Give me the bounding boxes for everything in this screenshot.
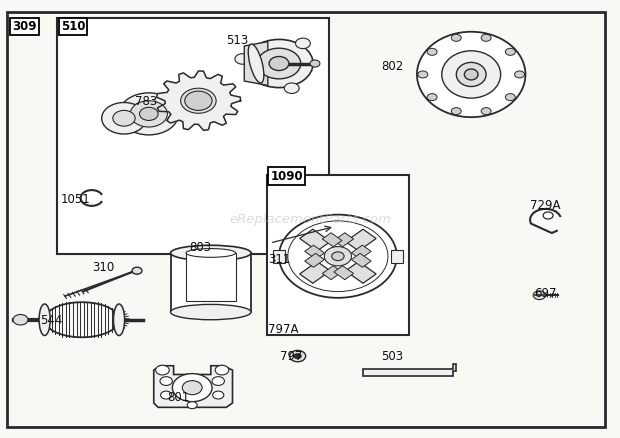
- Ellipse shape: [170, 245, 251, 261]
- Text: 797A: 797A: [268, 323, 298, 336]
- Polygon shape: [345, 229, 376, 251]
- Circle shape: [172, 374, 212, 402]
- Polygon shape: [391, 250, 403, 263]
- Text: 510: 510: [61, 20, 86, 33]
- Bar: [170, 253, 251, 312]
- Polygon shape: [322, 266, 342, 280]
- Circle shape: [213, 391, 224, 399]
- Text: 801: 801: [167, 391, 190, 404]
- Circle shape: [187, 402, 197, 409]
- Circle shape: [290, 350, 306, 362]
- Text: eReplacementParts.com: eReplacementParts.com: [229, 212, 391, 226]
- Circle shape: [113, 110, 135, 126]
- Polygon shape: [154, 366, 232, 407]
- Ellipse shape: [464, 69, 478, 80]
- Circle shape: [180, 88, 216, 113]
- Ellipse shape: [39, 304, 50, 336]
- Circle shape: [279, 215, 397, 298]
- Ellipse shape: [248, 44, 264, 83]
- Circle shape: [451, 108, 461, 115]
- Ellipse shape: [417, 32, 526, 117]
- Text: 729A: 729A: [530, 199, 560, 212]
- Polygon shape: [345, 261, 376, 283]
- Circle shape: [451, 34, 461, 41]
- Circle shape: [185, 91, 212, 110]
- Circle shape: [427, 94, 437, 101]
- Text: 310: 310: [92, 261, 114, 274]
- Circle shape: [132, 267, 142, 274]
- Text: 1051: 1051: [61, 193, 91, 206]
- Circle shape: [160, 377, 172, 385]
- Ellipse shape: [186, 249, 236, 258]
- Circle shape: [533, 291, 546, 300]
- Ellipse shape: [441, 51, 501, 98]
- Circle shape: [140, 107, 158, 120]
- Polygon shape: [363, 364, 456, 376]
- Circle shape: [130, 101, 167, 127]
- Ellipse shape: [170, 304, 251, 320]
- Polygon shape: [273, 250, 285, 263]
- Circle shape: [332, 252, 344, 261]
- Circle shape: [543, 212, 553, 219]
- Text: 1090: 1090: [270, 170, 303, 183]
- Polygon shape: [299, 261, 330, 283]
- Circle shape: [182, 381, 202, 395]
- Polygon shape: [352, 245, 371, 259]
- Circle shape: [102, 102, 146, 134]
- Circle shape: [296, 38, 311, 49]
- Polygon shape: [304, 245, 324, 259]
- Circle shape: [269, 57, 289, 71]
- Bar: [267, 175, 409, 335]
- Text: 311: 311: [268, 253, 290, 266]
- Circle shape: [505, 94, 515, 101]
- Polygon shape: [334, 266, 353, 280]
- Circle shape: [515, 71, 525, 78]
- Ellipse shape: [456, 62, 486, 87]
- Circle shape: [13, 314, 28, 325]
- Circle shape: [257, 48, 301, 79]
- Circle shape: [215, 365, 229, 375]
- Circle shape: [245, 39, 313, 88]
- Circle shape: [161, 391, 172, 399]
- Circle shape: [156, 365, 169, 375]
- Text: 802: 802: [381, 60, 404, 73]
- Circle shape: [505, 48, 515, 55]
- Text: 503: 503: [381, 350, 404, 364]
- Polygon shape: [244, 42, 268, 85]
- Text: 797: 797: [280, 350, 303, 364]
- Circle shape: [418, 71, 428, 78]
- Text: 697: 697: [534, 287, 557, 300]
- Polygon shape: [334, 233, 353, 247]
- Circle shape: [481, 34, 491, 41]
- Circle shape: [235, 54, 250, 64]
- Polygon shape: [299, 229, 330, 251]
- Polygon shape: [322, 233, 342, 247]
- Text: 803: 803: [189, 241, 211, 254]
- Circle shape: [285, 83, 299, 93]
- Circle shape: [427, 48, 437, 55]
- Bar: [113, 310, 123, 329]
- Circle shape: [324, 247, 352, 266]
- Polygon shape: [352, 253, 371, 267]
- Bar: [186, 253, 236, 301]
- Circle shape: [294, 353, 301, 359]
- Circle shape: [212, 377, 224, 385]
- Circle shape: [310, 60, 320, 67]
- Text: 544: 544: [40, 314, 63, 327]
- Circle shape: [119, 93, 179, 135]
- Bar: [57, 18, 329, 254]
- Text: 783: 783: [135, 95, 157, 108]
- Circle shape: [481, 108, 491, 115]
- Polygon shape: [304, 253, 324, 267]
- Polygon shape: [156, 71, 241, 131]
- Ellipse shape: [113, 304, 125, 336]
- Text: 513: 513: [226, 34, 249, 47]
- Text: 309: 309: [12, 20, 37, 33]
